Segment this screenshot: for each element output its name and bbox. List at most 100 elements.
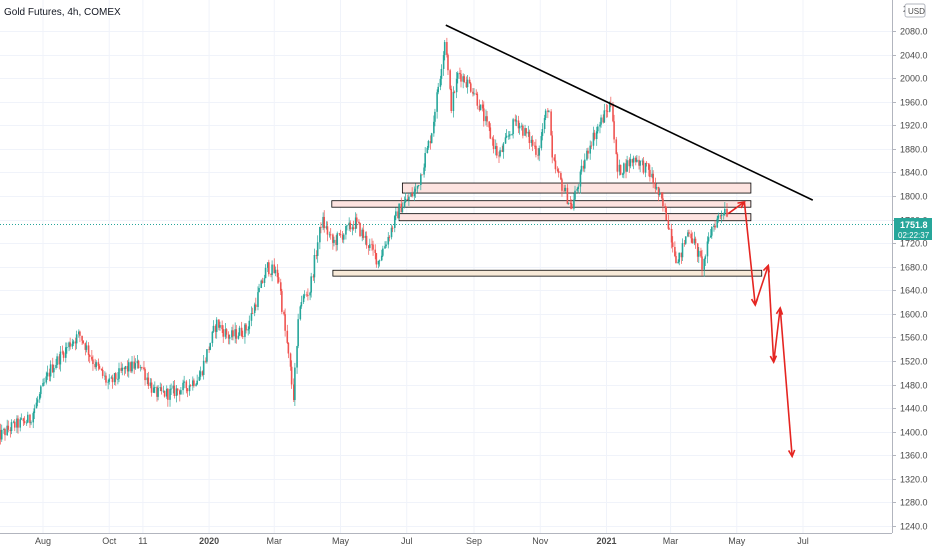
- candle-down: [277, 272, 280, 284]
- candle-body: [687, 232, 689, 237]
- candle-down: [293, 378, 295, 403]
- zone-support[interactable]: [332, 269, 763, 277]
- candle-up: [623, 162, 625, 179]
- candle-down: [556, 166, 559, 173]
- candle-up: [6, 419, 8, 436]
- candle-down: [193, 378, 195, 388]
- candle-body: [608, 103, 611, 112]
- candle-up: [644, 162, 647, 178]
- projection-arrow-segment[interactable]: [727, 201, 745, 215]
- time-tick-label: May: [728, 536, 746, 546]
- projection-arrow-segment[interactable]: [754, 265, 770, 306]
- candle-up: [228, 334, 231, 345]
- candle-body: [172, 385, 175, 389]
- candle-up: [224, 323, 227, 340]
- time-tick-label: Jul: [401, 536, 413, 546]
- candle-down: [648, 163, 650, 177]
- candle-up: [310, 272, 312, 298]
- candle-body: [32, 413, 35, 423]
- resistance-trendline[interactable]: [445, 24, 814, 201]
- candle-body: [46, 372, 49, 377]
- candle-down: [616, 152, 619, 179]
- projection-arrow-segment[interactable]: [743, 201, 757, 306]
- candle-body: [724, 208, 726, 214]
- candle-body: [621, 173, 624, 175]
- candle-down: [335, 235, 337, 252]
- candle-body: [10, 422, 13, 432]
- price-tick-label: 1440.0: [900, 404, 928, 414]
- candle-body: [69, 342, 71, 347]
- candle-up: [66, 342, 68, 354]
- candle-body: [159, 387, 162, 389]
- candle-body: [505, 135, 508, 138]
- candle-body: [199, 371, 202, 377]
- candle-body: [670, 229, 673, 243]
- candle-down: [694, 236, 697, 249]
- candle-body: [276, 269, 279, 278]
- candle-down: [400, 197, 403, 213]
- chart-title: Gold Futures, 4h, COMEX: [4, 7, 121, 18]
- time-tick-label: Aug: [35, 536, 51, 546]
- candle-down: [449, 68, 451, 91]
- candle-up: [303, 290, 306, 299]
- candle-down: [671, 236, 674, 253]
- candle-up: [85, 340, 88, 353]
- candle-up: [27, 411, 29, 423]
- candle-up: [436, 89, 438, 119]
- candle-body: [440, 68, 443, 79]
- candle-body: [183, 381, 185, 383]
- candle-up: [494, 139, 497, 156]
- candle-down: [179, 389, 181, 402]
- candle-body: [231, 330, 233, 338]
- candle-body: [638, 159, 640, 166]
- candle-body: [593, 132, 596, 140]
- price-tick-label: 1840.0: [900, 168, 928, 178]
- candle-down: [534, 141, 536, 150]
- candle-body: [719, 215, 722, 217]
- candle-up: [345, 225, 347, 240]
- candle-up: [248, 315, 251, 334]
- candle-up: [49, 360, 52, 382]
- zone-upper[interactable]: [401, 182, 752, 194]
- candle-body: [476, 93, 479, 106]
- candle-up: [170, 383, 172, 395]
- candle-down: [491, 136, 494, 146]
- currency-button[interactable]: [904, 3, 926, 18]
- candle-body: [544, 110, 547, 119]
- candle-body: [636, 159, 638, 162]
- time-axis[interactable]: Aug Oct 11 2020 Mar May Jul Sep Nov 2021 Mar May Jul: [35, 536, 809, 546]
- candle-up: [297, 313, 299, 349]
- candle-body: [521, 125, 523, 127]
- candle-body: [498, 155, 500, 157]
- candle-body: [713, 225, 715, 227]
- candle-up: [36, 396, 39, 407]
- candle-up: [580, 159, 583, 175]
- candle-body: [188, 385, 191, 392]
- candle-body: [117, 378, 119, 380]
- zone-middle[interactable]: [331, 200, 752, 208]
- candle-up: [263, 274, 266, 288]
- candle-body: [361, 229, 363, 237]
- candle-up: [328, 231, 331, 238]
- candle-up: [244, 323, 246, 344]
- candle-body: [449, 70, 451, 89]
- zone-lower[interactable]: [398, 213, 752, 222]
- candle-body: [244, 324, 246, 337]
- candle-body: [504, 137, 507, 144]
- candle-body: [322, 216, 324, 228]
- candle-up: [417, 184, 420, 187]
- price-tick-label: 2080.0: [900, 27, 928, 37]
- candle-body: [693, 238, 696, 244]
- projection-arrow-segment[interactable]: [772, 307, 781, 363]
- candle-body: [569, 202, 572, 204]
- candle-body: [671, 242, 674, 247]
- projection-arrow-segment[interactable]: [767, 265, 775, 363]
- candle-body: [271, 264, 273, 275]
- candle-down: [120, 361, 122, 373]
- candle-up: [443, 39, 446, 61]
- candle-body: [427, 141, 430, 148]
- candle-body: [336, 233, 339, 245]
- projection-arrow-segment[interactable]: [779, 307, 793, 457]
- candle-body: [273, 264, 276, 274]
